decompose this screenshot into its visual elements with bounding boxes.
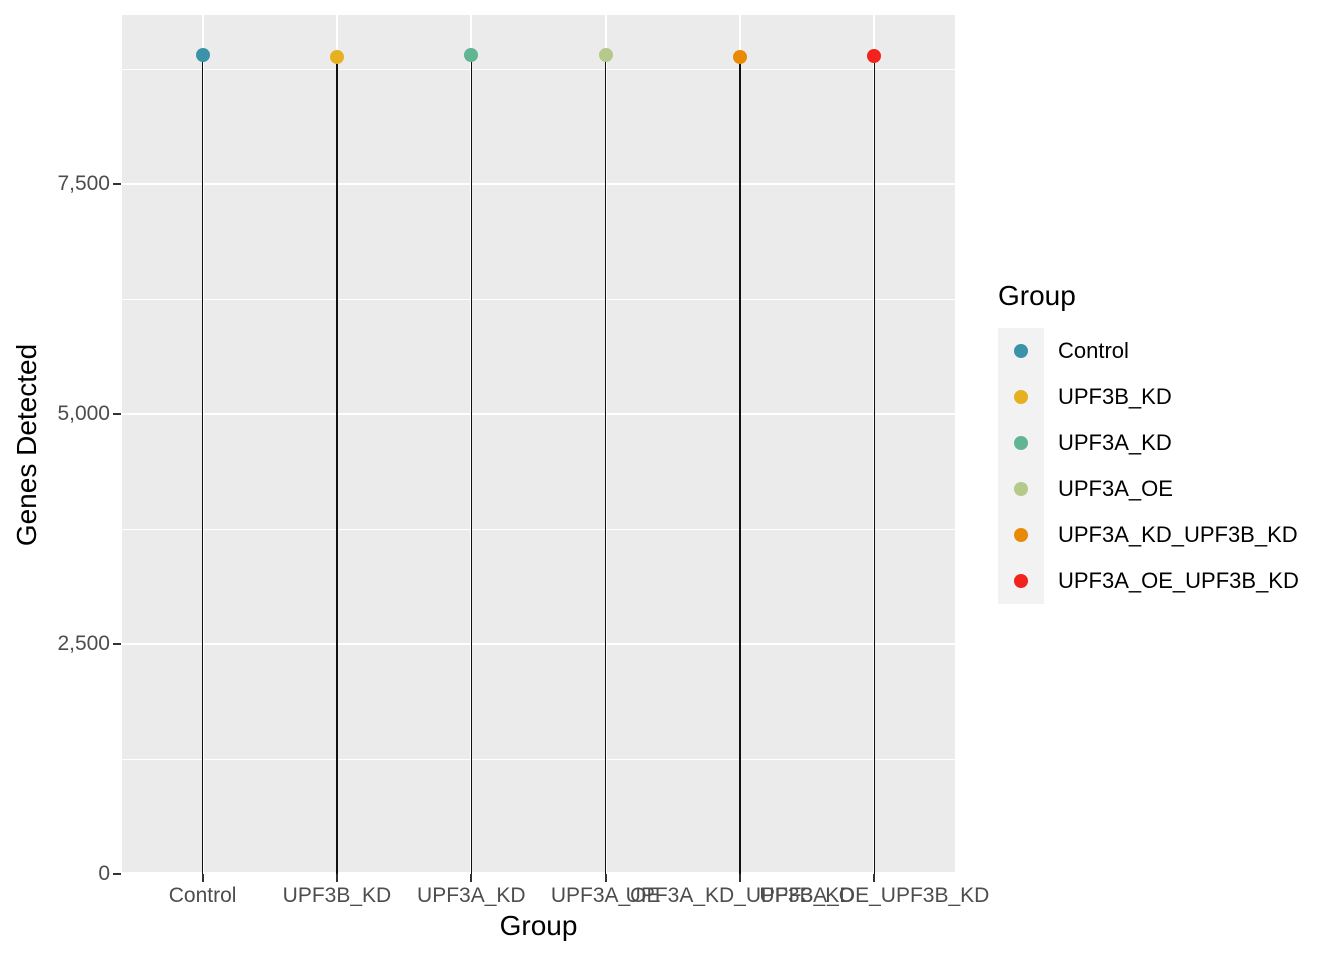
lollipop-point	[867, 48, 882, 63]
lollipop-stem	[336, 56, 338, 874]
gridline-major	[122, 183, 955, 186]
y-tick-label: 5,000	[57, 402, 110, 426]
lollipop-stem	[470, 55, 473, 874]
legend-items: Control UPF3B_KD UPF3A_KD UPF3A_OE UPF3A_KD_…	[998, 328, 1299, 604]
legend-point-icon	[1014, 528, 1028, 542]
x-tick-mark	[470, 874, 473, 882]
legend-item: UPF3A_KD_UPF3B_KD	[998, 512, 1299, 558]
x-tick-mark	[201, 874, 204, 882]
legend-item: UPF3A_OE	[998, 466, 1299, 512]
legend-point-icon	[1014, 482, 1028, 496]
y-tick-mark	[113, 873, 121, 875]
x-tick-label: UPF3A_OE	[550, 884, 661, 907]
legend-point-icon	[1014, 390, 1028, 404]
lollipop-point	[598, 48, 613, 62]
x-tick-mark	[739, 874, 742, 882]
lollipop-stem	[739, 56, 741, 874]
lollipop-stem	[873, 55, 876, 874]
legend-label: UPF3A_KD	[1058, 430, 1172, 455]
gridline-minor	[122, 528, 955, 530]
legend-key	[998, 374, 1044, 420]
legend-point-icon	[1014, 436, 1028, 450]
legend: Group Control UPF3B_KD UPF3A_KD UPF3A_OE UPF…	[998, 280, 1299, 604]
legend-item: UPF3A_OE_UPF3B_KD	[998, 558, 1299, 604]
x-tick-mark	[335, 874, 338, 882]
legend-key	[998, 558, 1044, 604]
y-tick-label: 7,500	[57, 172, 110, 196]
gridline-minor	[122, 68, 955, 70]
legend-item: UPF3B_KD	[998, 374, 1299, 420]
legend-key	[998, 328, 1044, 374]
x-tick-label: UPF3A_OE_UPF3B_KD	[759, 884, 990, 907]
lollipop-stem	[604, 55, 607, 874]
x-tick-mark	[604, 874, 607, 882]
legend-label: Control	[1058, 338, 1129, 363]
gridline-major	[122, 643, 955, 646]
legend-label: UPF3A_OE	[1058, 476, 1173, 501]
legend-key	[998, 512, 1044, 558]
x-tick-label: UPF3B_KD	[282, 884, 392, 907]
lollipop-point	[195, 48, 210, 62]
gridline-major	[122, 872, 955, 874]
lollipop-point	[464, 48, 479, 63]
legend-label: UPF3A_KD_UPF3B_KD	[1058, 522, 1298, 547]
legend-label: UPF3B_KD	[1058, 384, 1172, 409]
x-tick-label: Control	[168, 884, 237, 907]
plot-panel	[122, 15, 955, 874]
legend-point-icon	[1014, 344, 1028, 358]
y-tick-mark	[113, 183, 121, 186]
legend-key	[998, 466, 1044, 512]
legend-title: Group	[998, 280, 1076, 311]
legend-key	[998, 420, 1044, 466]
y-tick-label: 2,500	[57, 632, 110, 656]
legend-item: Control	[998, 328, 1299, 374]
gridline-major	[122, 413, 955, 416]
lollipop-point	[329, 49, 344, 64]
legend-point-icon	[1014, 574, 1028, 588]
y-axis-title: Genes Detected	[11, 343, 42, 546]
x-axis-title: Group	[499, 910, 578, 941]
lollipop-stem	[201, 55, 204, 874]
legend-label: UPF3A_OE_UPF3B_KD	[1058, 568, 1299, 593]
gridline-minor	[122, 758, 955, 760]
x-tick-mark	[873, 874, 876, 882]
x-tick-label: UPF3A_KD_UPF3B_KD	[625, 884, 855, 907]
y-tick-mark	[113, 413, 121, 416]
y-tick-label: 0	[98, 862, 110, 885]
legend-item: UPF3A_KD	[998, 420, 1299, 466]
gridline-minor	[122, 298, 955, 300]
x-tick-label: UPF3A_KD	[417, 884, 526, 907]
lollipop-point	[733, 49, 748, 64]
y-tick-mark	[113, 643, 121, 646]
